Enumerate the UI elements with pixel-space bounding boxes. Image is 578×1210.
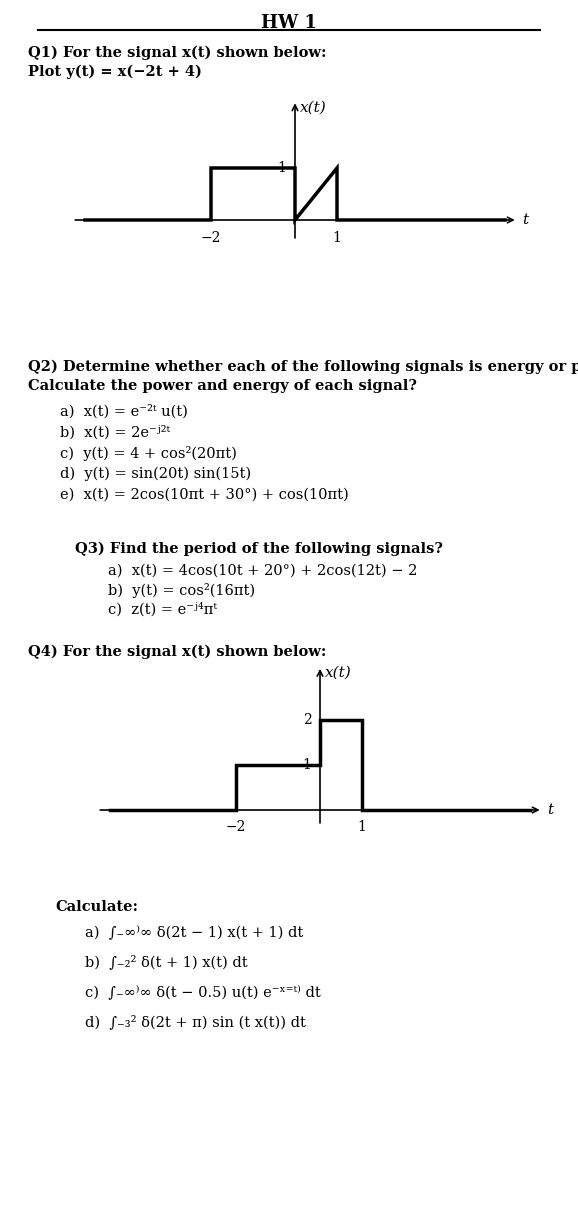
Text: HW 1: HW 1 [261,15,317,31]
Text: a)  ∫₋∞⁾∞ δ(2t − 1) x(t + 1) dt: a) ∫₋∞⁾∞ δ(2t − 1) x(t + 1) dt [85,924,303,939]
Text: Q2) Determine whether each of the following signals is energy or power signal?: Q2) Determine whether each of the follow… [28,361,578,374]
Text: c)  ∫₋∞⁾∞ δ(t − 0.5) u(t) e⁻ˣ⁼ᵗ⁾ dt: c) ∫₋∞⁾∞ δ(t − 0.5) u(t) e⁻ˣ⁼ᵗ⁾ dt [85,984,321,998]
Text: Calculate the power and energy of each signal?: Calculate the power and energy of each s… [28,379,417,393]
Text: d)  y(t) = sin(20t) sin(15t): d) y(t) = sin(20t) sin(15t) [60,467,251,482]
Text: Q4) For the signal x(t) shown below:: Q4) For the signal x(t) shown below: [28,645,327,659]
Text: x(t): x(t) [325,666,352,680]
Text: c)  z(t) = e⁻ʲ⁴πᵗ: c) z(t) = e⁻ʲ⁴πᵗ [108,603,217,616]
Text: Plot y(t) = x(−2t + 4): Plot y(t) = x(−2t + 4) [28,65,202,80]
Text: 1: 1 [358,820,366,834]
Text: 2: 2 [303,713,312,727]
Text: Q3) Find the period of the following signals?: Q3) Find the period of the following sig… [75,542,443,557]
Text: a)  x(t) = 4cos(10t + 20°) + 2cos(12t) − 2: a) x(t) = 4cos(10t + 20°) + 2cos(12t) − … [108,564,417,578]
Text: b)  y(t) = cos²(16πt): b) y(t) = cos²(16πt) [108,583,255,598]
Text: −2: −2 [201,231,221,246]
Text: b)  ∫₋₂² δ(t + 1) x(t) dt: b) ∫₋₂² δ(t + 1) x(t) dt [85,953,247,969]
Text: e)  x(t) = 2cos(10πt + 30°) + cos(10πt): e) x(t) = 2cos(10πt + 30°) + cos(10πt) [60,488,349,502]
Text: c)  y(t) = 4 + cos²(20πt): c) y(t) = 4 + cos²(20πt) [60,446,237,461]
Text: d)  ∫₋₃² δ(2t + π) sin (t x(t)) dt: d) ∫₋₃² δ(2t + π) sin (t x(t)) dt [85,1014,306,1028]
Text: 1: 1 [277,161,287,175]
Text: a)  x(t) = e⁻²ᵗ u(t): a) x(t) = e⁻²ᵗ u(t) [60,404,188,419]
Text: 1: 1 [303,757,312,772]
Text: t: t [547,803,553,817]
Text: −2: −2 [226,820,246,834]
Text: Q1) For the signal x(t) shown below:: Q1) For the signal x(t) shown below: [28,46,327,60]
Text: x(t): x(t) [300,100,327,115]
Text: t: t [522,213,528,227]
Text: 1: 1 [332,231,342,246]
Text: b)  x(t) = 2e⁻ʲ²ᵗ: b) x(t) = 2e⁻ʲ²ᵗ [60,425,170,439]
Text: Calculate:: Calculate: [55,900,138,914]
